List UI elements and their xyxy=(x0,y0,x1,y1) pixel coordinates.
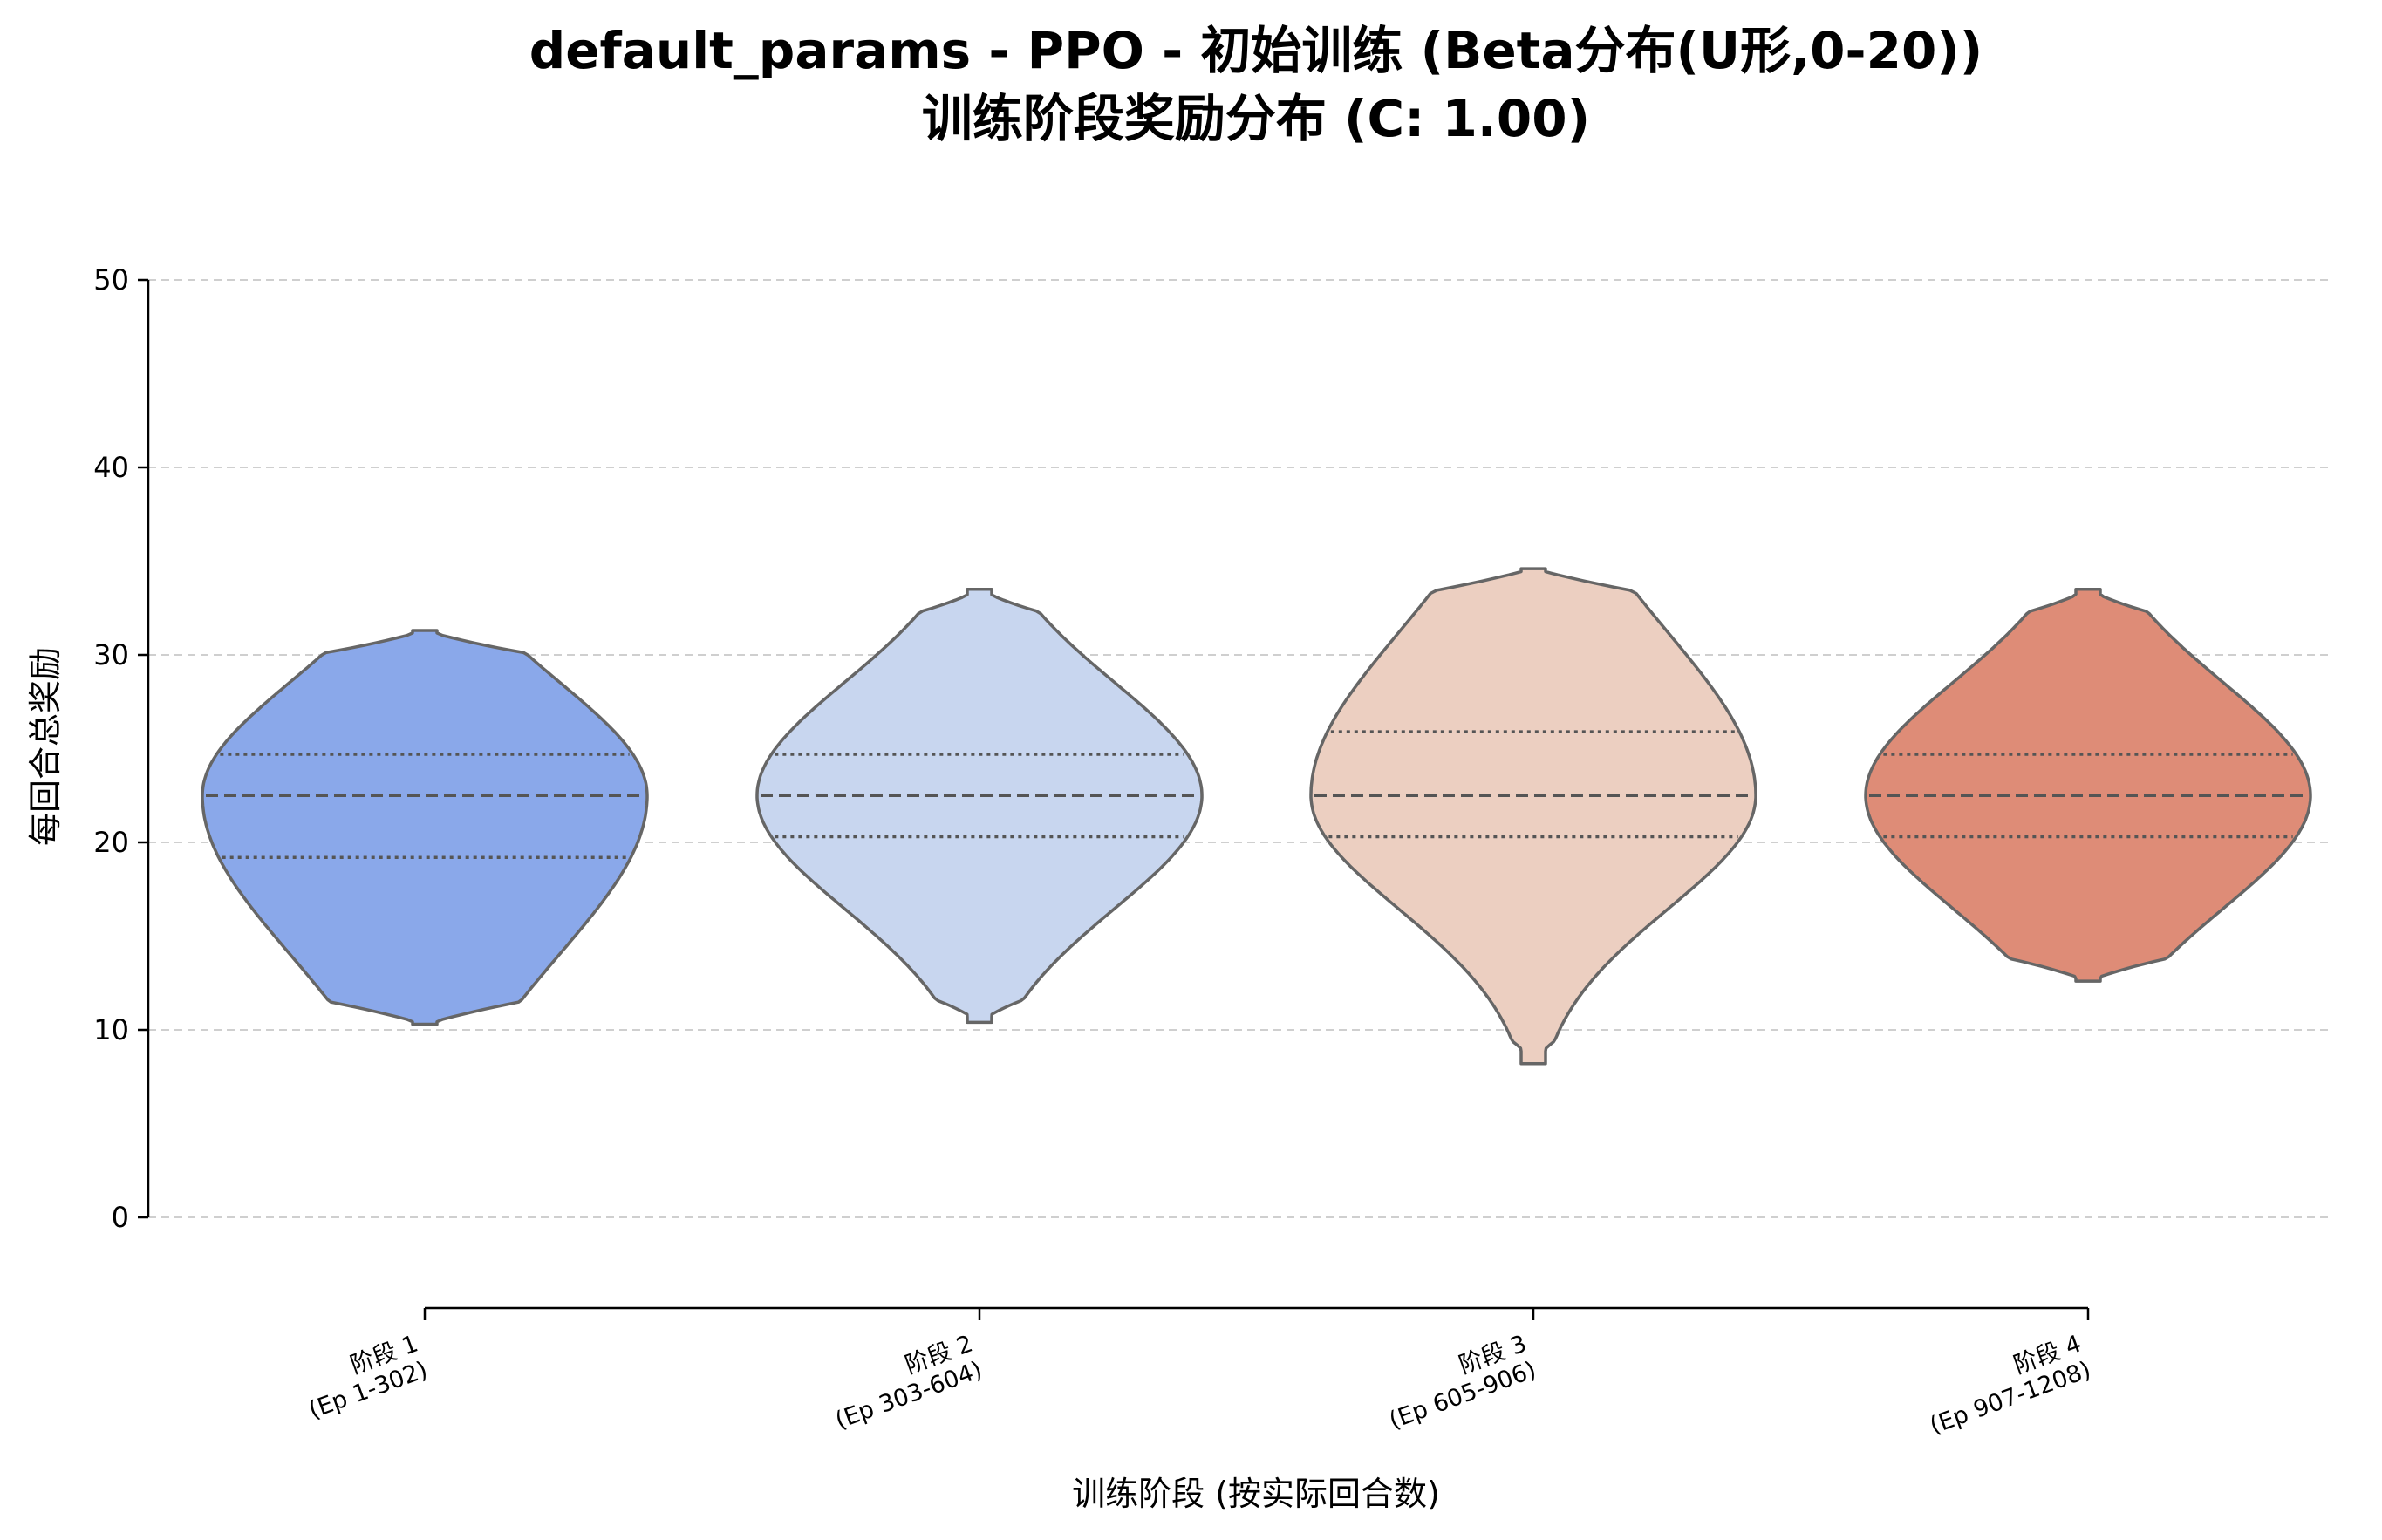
x-tick-label: 阶段 3(Ep 605-906) xyxy=(1376,1330,1540,1434)
x-tick-label: 阶段 4(Ep 907-1208) xyxy=(1917,1330,2095,1439)
y-gridlines xyxy=(148,279,2329,1218)
violins xyxy=(201,567,2312,1066)
violin-stage-2 xyxy=(755,588,1204,1025)
y-tick-label: 20 xyxy=(93,826,129,859)
y-tick-label: 30 xyxy=(93,638,129,671)
chart-subtitle: 训练阶段奖励分布 (C: 1.00) xyxy=(922,89,1590,148)
violin-body xyxy=(1864,588,2312,983)
violin-body xyxy=(201,629,649,1026)
x-tick-label: 阶段 2(Ep 303-604) xyxy=(822,1330,986,1434)
x-tick-label: 阶段 1(Ep 1-302) xyxy=(296,1330,431,1424)
violin-stage-1 xyxy=(201,629,649,1026)
violin-stage-3 xyxy=(1309,567,1757,1066)
y-tick-label: 0 xyxy=(112,1201,129,1234)
x-axis-label: 训练阶段 (按实际回合数) xyxy=(1072,1475,1440,1513)
y-tick-label: 10 xyxy=(93,1013,129,1046)
y-tick-label: 40 xyxy=(93,451,129,484)
y-tick-label: 50 xyxy=(93,263,129,296)
chart-title: default_params - PPO - 初始训练 (Beta分布(U形,0… xyxy=(529,21,1983,80)
x-tick-label-line2: (Ep 907-1208) xyxy=(1927,1357,2095,1440)
violin-body xyxy=(755,588,1204,1025)
violin-stage-4 xyxy=(1864,588,2312,983)
violin-body xyxy=(1309,567,1757,1066)
y-axis-label: 每回合总奖励 xyxy=(26,647,65,846)
